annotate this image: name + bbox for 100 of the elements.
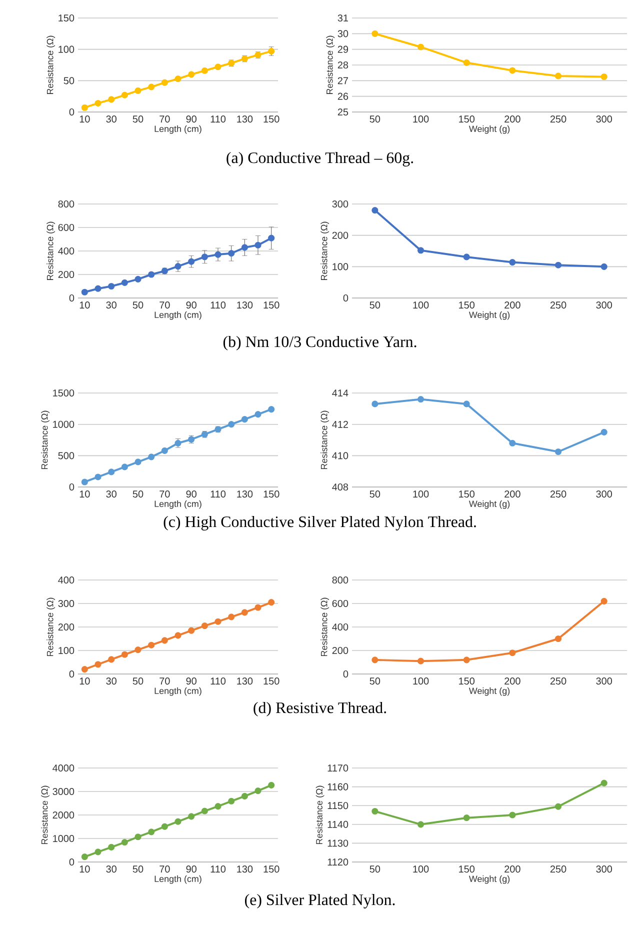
x-tick-label: 10 (80, 490, 90, 498)
x-tick-label: 10 (80, 866, 90, 873)
x-tick-label: 150 (264, 490, 280, 498)
x-tick-label: 100 (413, 302, 429, 309)
text: (c) High Conductive Silver Plated Nylon Thread. (164, 516, 476, 530)
x-tick-label: 130 (237, 302, 253, 309)
y-tick-label: 30 (338, 30, 348, 38)
x-tick-label: 50 (370, 490, 380, 498)
text: (d) Resistive Thread. (254, 702, 386, 716)
y-tick-label: 4000 (52, 764, 74, 772)
point (417, 44, 424, 50)
x-tick-label: 90 (186, 302, 196, 309)
point (161, 79, 168, 86)
y-tick-label: 100 (332, 263, 348, 270)
x-tick-label: 100 (413, 490, 429, 498)
x-tick-label: 150 (264, 866, 280, 873)
y-tick-label: 1150 (328, 802, 348, 810)
point (148, 84, 155, 90)
point (161, 637, 168, 644)
y-tick-label: 408 (332, 483, 348, 491)
point (174, 75, 182, 82)
point (509, 440, 516, 446)
y-tick-label: 400 (58, 576, 74, 584)
point (417, 658, 424, 664)
point (134, 276, 142, 282)
point (554, 448, 562, 456)
point (417, 821, 424, 828)
x-tick-label: 300 (596, 866, 612, 873)
point (554, 635, 562, 642)
y-axis-title: Resistance (Ω) (46, 36, 56, 94)
x-tick-label: 150 (264, 116, 280, 123)
y-tick-label: 500 (58, 452, 74, 460)
x-axis-title: Length (cm) (154, 125, 202, 134)
point (148, 271, 155, 278)
point (201, 254, 208, 260)
x-tick-label: 10 (80, 678, 90, 685)
y-tick-label: 26 (338, 92, 348, 100)
y-tick-label: 600 (58, 224, 74, 232)
x-tick-label: 50 (132, 490, 144, 498)
point (121, 464, 128, 470)
x-axis-title: Weight (g) (468, 311, 510, 320)
point (81, 288, 88, 296)
point (214, 251, 222, 258)
point (121, 279, 128, 286)
y-tick-label: 300 (332, 200, 348, 208)
point (509, 650, 516, 656)
x-tick-label: 70 (160, 490, 170, 498)
point (81, 854, 88, 860)
point (372, 656, 378, 664)
x-tick-label: 70 (160, 866, 170, 873)
y-tick-label: 600 (332, 600, 348, 608)
point (94, 100, 102, 107)
y-tick-label: 1140 (328, 820, 348, 828)
point (241, 792, 248, 800)
point (463, 814, 470, 822)
point (121, 92, 128, 98)
x-tick-label: 110 (210, 302, 226, 309)
point (600, 598, 608, 604)
point (417, 247, 424, 254)
point (134, 646, 142, 654)
y-tick-label: 100 (58, 46, 74, 53)
x-tick-label: 110 (210, 116, 226, 123)
x-tick-label: 70 (160, 678, 170, 685)
point (161, 447, 168, 454)
point (241, 416, 248, 423)
x-tick-label: 300 (596, 116, 612, 123)
x-tick-label: 150 (264, 678, 280, 685)
point (121, 838, 128, 846)
point (121, 651, 128, 658)
point (214, 618, 222, 625)
x-tick-label: 150 (459, 116, 475, 123)
y-tick-label: 0 (343, 670, 348, 678)
point (463, 254, 470, 260)
y-tick-label: 150 (58, 14, 74, 22)
point (201, 67, 208, 74)
x-axis-title: Length (cm) (154, 687, 202, 696)
y-tick-label: 200 (332, 646, 348, 654)
point (214, 64, 222, 70)
y-axis-title: Resistance (Ω) (46, 598, 56, 656)
x-tick-label: 110 (210, 866, 226, 873)
point (372, 30, 378, 37)
point (134, 834, 142, 840)
x-tick-label: 130 (237, 116, 253, 123)
point (201, 622, 208, 630)
y-tick-label: 0 (69, 108, 74, 116)
y-tick-label: 31 (338, 14, 348, 22)
y-tick-label: 1500 (53, 389, 74, 397)
x-tick-label: 150 (459, 490, 475, 498)
x-axis-title: Length (cm) (154, 311, 202, 320)
point (228, 250, 235, 257)
point (254, 411, 262, 418)
x-tick-label: 300 (596, 678, 612, 685)
x-tick-label: 50 (370, 302, 380, 309)
point (108, 468, 115, 476)
point (372, 808, 378, 815)
y-tick-label: 100 (58, 646, 74, 654)
x-tick-label: 100 (413, 678, 429, 685)
x-tick-label: 30 (106, 116, 116, 123)
x-tick-label: 130 (237, 678, 253, 685)
point (600, 263, 608, 270)
